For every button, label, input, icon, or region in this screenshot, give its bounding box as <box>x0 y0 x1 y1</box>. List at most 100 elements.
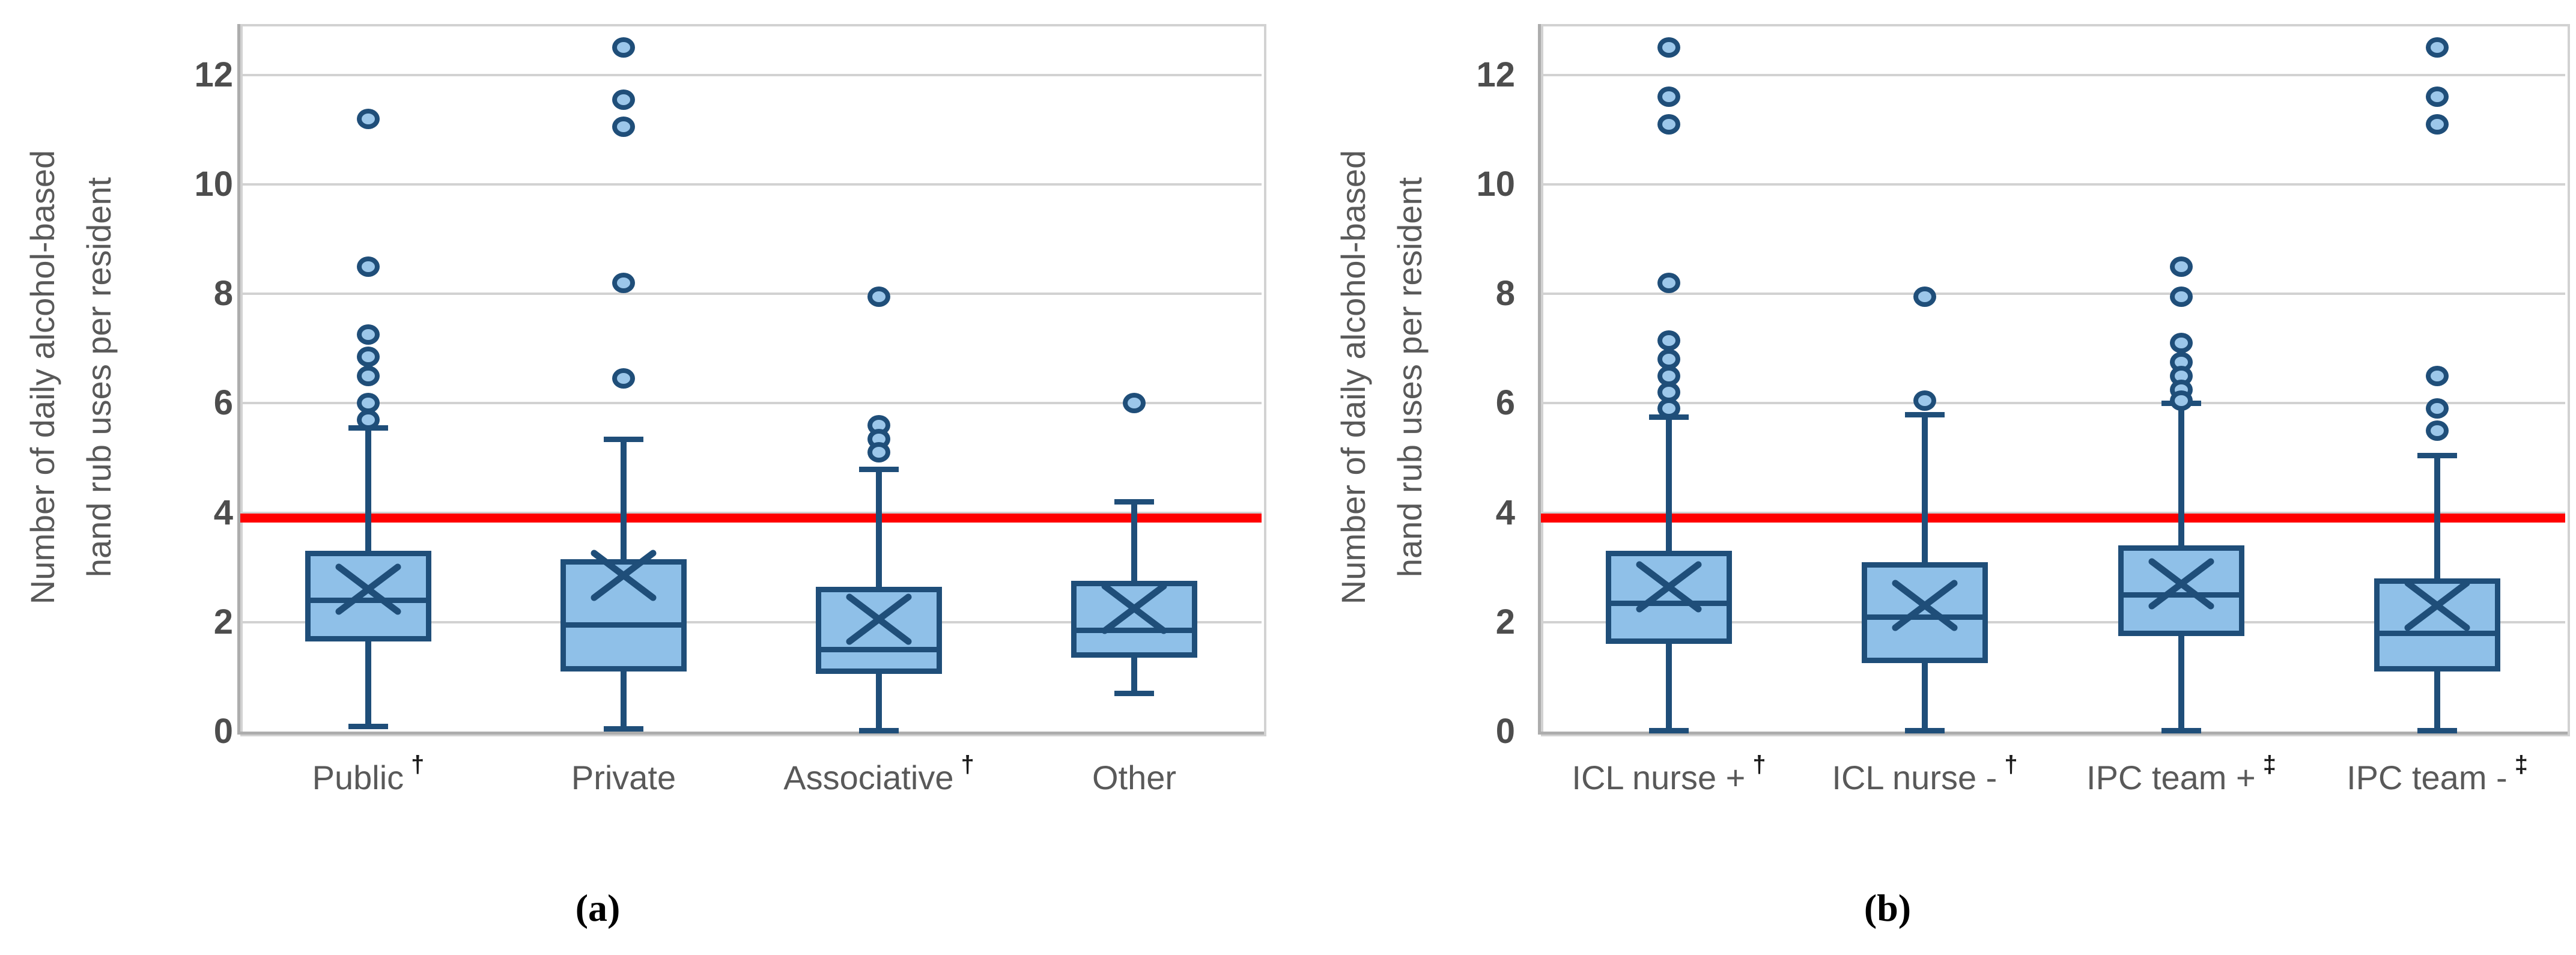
box-iqr <box>305 551 431 641</box>
y-axis-title-line: Number of daily alcohol-based <box>23 150 61 605</box>
category-label: Private <box>467 758 780 797</box>
outlier-point <box>1657 273 1680 293</box>
category-label: ICL nurse - † <box>1769 751 2081 797</box>
gridline-10 <box>1541 183 2565 186</box>
category-label-text: ICL nurse - <box>1832 759 1997 796</box>
y-tick-label: 0 <box>1495 712 1515 751</box>
y-tick-label: 6 <box>213 383 233 422</box>
outlier-point <box>357 109 380 129</box>
whisker-cap-bottom <box>859 728 899 733</box>
median-line <box>1071 628 1197 633</box>
gridline-10 <box>240 183 1262 186</box>
gridline-8 <box>240 293 1262 295</box>
dagger-superscript: † <box>1752 751 1766 778</box>
reference-line-4 <box>240 514 1262 523</box>
gridline-4 <box>1541 512 2565 514</box>
y-tick-label: 4 <box>1495 493 1515 532</box>
category-label: IPC team + ‡ <box>2025 751 2338 797</box>
median-line <box>2118 592 2244 598</box>
outlier-point <box>2426 398 2449 419</box>
outlier-point <box>357 347 380 367</box>
dagger-superscript: ‡ <box>2262 751 2276 778</box>
median-line <box>2374 631 2500 636</box>
outlier-point <box>612 273 635 293</box>
outlier-point <box>867 442 890 462</box>
mean-x-marker <box>1892 580 1958 631</box>
mean-x-marker <box>1636 561 1702 613</box>
median-line <box>1606 601 1732 606</box>
outlier-point <box>2426 86 2449 107</box>
whisker-cap-bottom <box>1905 728 1945 733</box>
plot-area-a <box>240 24 1266 736</box>
whisker-cap-bottom <box>1114 691 1154 696</box>
outlier-point <box>2426 114 2449 135</box>
outlier-point <box>1657 398 1680 419</box>
y-tick-label: 2 <box>213 602 233 641</box>
whisker-cap-top <box>1905 412 1945 417</box>
y-tick-label: 12 <box>194 55 233 94</box>
mean-x-marker <box>335 563 401 615</box>
whisker-cap-bottom <box>2161 728 2201 733</box>
gridline-12 <box>1541 74 2565 76</box>
y-axis-title-line: hand rub uses per resident <box>1391 177 1429 578</box>
y-tick-label: 6 <box>1495 383 1515 422</box>
whisker-cap-bottom <box>348 724 388 729</box>
y-tick-label: 0 <box>213 712 233 751</box>
gridline-2 <box>240 621 1262 623</box>
category-label: Associative † <box>723 751 1035 797</box>
category-label-text: ICL nurse + <box>1572 759 1746 796</box>
box-iqr <box>1606 551 1732 644</box>
box-iqr <box>1862 562 1988 663</box>
outlier-point <box>1657 86 1680 107</box>
outlier-point <box>612 368 635 389</box>
outlier-point <box>2426 37 2449 58</box>
median-line <box>560 622 687 628</box>
subfigure-caption-b: (b) <box>1864 887 1912 929</box>
outlier-point <box>1657 37 1680 58</box>
y-tick-label: 8 <box>213 274 233 313</box>
mean-x-marker <box>1101 583 1167 634</box>
y-axis-line <box>1538 24 1541 735</box>
reference-line-4 <box>1541 514 2565 523</box>
gridline-2 <box>1541 621 2565 623</box>
outlier-point <box>357 256 380 277</box>
whisker-cap-bottom <box>604 726 643 732</box>
category-label: Public † <box>212 751 524 797</box>
whisker-cap-bottom <box>1649 728 1689 733</box>
gridline-6 <box>1541 402 2565 404</box>
y-tick-label: 4 <box>213 493 233 532</box>
outlier-point <box>612 37 635 58</box>
category-label-text: Public <box>312 759 404 796</box>
outlier-point <box>1657 330 1680 351</box>
y-tick-label: 12 <box>1476 55 1515 94</box>
outlier-point <box>612 117 635 137</box>
outlier-point <box>357 366 380 386</box>
y-tick-label: 8 <box>1495 274 1515 313</box>
whisker-cap-bottom <box>2417 728 2457 733</box>
category-label: ICL nurse + † <box>1513 751 1825 797</box>
y-axis-title-b: Number of daily alcohol-based hand rub u… <box>1325 150 1438 604</box>
gridline-4 <box>240 512 1262 514</box>
whisker-cap-top <box>604 437 643 442</box>
box-iqr <box>2374 578 2500 672</box>
plot-area-b <box>1541 24 2570 736</box>
mean-x-marker <box>2404 580 2470 631</box>
outlier-point <box>867 286 890 307</box>
outlier-point <box>2426 420 2449 441</box>
outlier-point <box>357 324 380 345</box>
category-label: IPC team - ‡ <box>2281 751 2576 797</box>
category-label-text: Other <box>1092 759 1177 796</box>
outlier-point <box>2426 366 2449 386</box>
outlier-point <box>2170 256 2193 277</box>
category-label-text: Private <box>571 759 676 796</box>
dagger-superscript: ‡ <box>2514 751 2528 778</box>
box-iqr <box>816 587 942 674</box>
outlier-point <box>2170 390 2193 411</box>
category-label: Other <box>978 758 1290 797</box>
gridline-6 <box>240 402 1262 404</box>
outlier-point <box>1123 393 1146 413</box>
outlier-point <box>2170 333 2193 353</box>
category-label-text: IPC team + <box>2086 759 2256 796</box>
gridline-8 <box>1541 293 2565 295</box>
